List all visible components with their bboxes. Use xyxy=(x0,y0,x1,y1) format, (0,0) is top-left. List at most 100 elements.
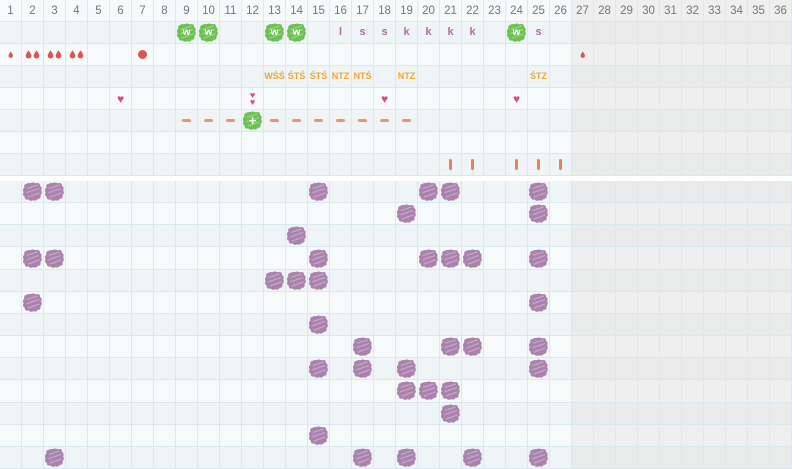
dash-row-cell[interactable] xyxy=(748,110,770,132)
symptom-cell[interactable] xyxy=(550,424,572,447)
symptom-cell[interactable] xyxy=(462,380,484,403)
symptom-cell[interactable] xyxy=(308,446,330,469)
symptom-cell[interactable] xyxy=(770,181,792,204)
peak-row-cell[interactable] xyxy=(220,22,242,44)
symptom-cell[interactable] xyxy=(66,402,88,425)
tick-row-cell[interactable] xyxy=(594,154,616,176)
symptom-cell[interactable] xyxy=(242,380,264,403)
spacer-row-cell[interactable] xyxy=(704,132,726,154)
bleeding-row-cell[interactable] xyxy=(616,44,638,66)
spacer-row-cell[interactable] xyxy=(198,132,220,154)
bleeding-row-cell[interactable] xyxy=(198,44,220,66)
symptom-cell[interactable] xyxy=(440,313,462,337)
symptom-cell[interactable] xyxy=(198,291,220,314)
symptom-cell[interactable] xyxy=(66,203,88,226)
symptom-cell[interactable] xyxy=(0,181,22,204)
symptom-cell[interactable] xyxy=(440,203,462,226)
symptom-cell[interactable] xyxy=(660,424,682,447)
symptom-cell[interactable] xyxy=(0,291,22,314)
bleeding-row-cell[interactable] xyxy=(242,44,264,66)
symptom-cell[interactable] xyxy=(594,247,616,270)
symptom-cell[interactable] xyxy=(704,313,726,337)
dash-row-cell[interactable] xyxy=(770,110,792,132)
symptom-cell[interactable] xyxy=(550,269,572,292)
spacer-row-cell[interactable] xyxy=(22,132,44,154)
observation-row-cell[interactable] xyxy=(110,66,132,88)
symptom-cell[interactable] xyxy=(66,358,88,381)
heart-row-cell[interactable] xyxy=(132,88,154,110)
symptom-cell[interactable] xyxy=(528,380,550,403)
tick-row-cell[interactable] xyxy=(352,154,374,176)
observation-row-cell[interactable] xyxy=(572,66,594,88)
tick-row-cell[interactable] xyxy=(396,154,418,176)
symptom-cell[interactable] xyxy=(638,291,660,314)
symptom-cell[interactable] xyxy=(748,336,770,359)
symptom-cell[interactable] xyxy=(748,380,770,403)
symptom-cell[interactable] xyxy=(506,380,528,403)
symptom-cell[interactable] xyxy=(616,291,638,314)
symptom-cell[interactable] xyxy=(176,181,198,204)
symptom-cell[interactable] xyxy=(726,291,748,314)
symptom-cell[interactable] xyxy=(594,203,616,226)
symptom-cell[interactable] xyxy=(506,203,528,226)
symptom-cell[interactable] xyxy=(220,291,242,314)
spacer-row-cell[interactable] xyxy=(770,132,792,154)
symptom-cell[interactable] xyxy=(572,247,594,270)
observation-row-cell[interactable]: NTZ xyxy=(330,66,352,88)
symptom-cell[interactable] xyxy=(132,358,154,381)
symptom-cell[interactable] xyxy=(704,446,726,469)
tick-row-cell[interactable] xyxy=(198,154,220,176)
bleeding-row-cell[interactable] xyxy=(352,44,374,66)
symptom-cell[interactable] xyxy=(220,336,242,359)
observation-row-cell[interactable]: NTŚ xyxy=(352,66,374,88)
symptom-cell[interactable] xyxy=(286,291,308,314)
tick-row-cell[interactable] xyxy=(726,154,748,176)
symptom-cell[interactable] xyxy=(770,203,792,226)
peak-row-cell[interactable]: k xyxy=(440,22,462,44)
symptom-cell[interactable] xyxy=(22,358,44,381)
symptom-cell[interactable] xyxy=(286,247,308,270)
symptom-cell[interactable] xyxy=(352,269,374,292)
heart-row-cell[interactable] xyxy=(572,88,594,110)
symptom-cell[interactable] xyxy=(352,336,374,359)
observation-row-cell[interactable] xyxy=(66,66,88,88)
symptom-cell[interactable] xyxy=(440,225,462,248)
symptom-cell[interactable] xyxy=(66,446,88,469)
symptom-cell[interactable] xyxy=(242,424,264,447)
symptom-cell[interactable] xyxy=(682,225,704,248)
symptom-cell[interactable] xyxy=(176,402,198,425)
symptom-cell[interactable] xyxy=(660,203,682,226)
observation-row-cell[interactable] xyxy=(682,66,704,88)
spacer-row-cell[interactable] xyxy=(748,132,770,154)
symptom-cell[interactable] xyxy=(374,446,396,469)
symptom-cell[interactable] xyxy=(440,380,462,403)
symptom-cell[interactable] xyxy=(616,181,638,204)
symptom-cell[interactable] xyxy=(594,446,616,469)
symptom-cell[interactable] xyxy=(660,358,682,381)
symptom-cell[interactable] xyxy=(770,358,792,381)
tick-row-cell[interactable] xyxy=(638,154,660,176)
dash-row-cell[interactable] xyxy=(198,110,220,132)
bleeding-row-cell[interactable] xyxy=(330,44,352,66)
symptom-cell[interactable] xyxy=(220,313,242,337)
peak-row-cell[interactable] xyxy=(308,22,330,44)
heart-row-cell[interactable] xyxy=(704,88,726,110)
spacer-row-cell[interactable] xyxy=(66,132,88,154)
symptom-cell[interactable] xyxy=(682,380,704,403)
peak-row-cell[interactable]: s xyxy=(374,22,396,44)
spacer-row-cell[interactable] xyxy=(176,132,198,154)
symptom-cell[interactable] xyxy=(374,247,396,270)
symptom-cell[interactable] xyxy=(66,380,88,403)
peak-row-cell[interactable] xyxy=(550,22,572,44)
bleeding-row-cell[interactable] xyxy=(396,44,418,66)
peak-row-cell[interactable]: w xyxy=(176,22,198,44)
symptom-cell[interactable] xyxy=(682,446,704,469)
spacer-row-cell[interactable] xyxy=(418,132,440,154)
symptom-cell[interactable] xyxy=(374,402,396,425)
spacer-row-cell[interactable] xyxy=(528,132,550,154)
bleeding-row-cell[interactable] xyxy=(462,44,484,66)
symptom-cell[interactable] xyxy=(418,424,440,447)
symptom-cell[interactable] xyxy=(154,269,176,292)
symptom-cell[interactable] xyxy=(770,313,792,337)
symptom-cell[interactable] xyxy=(550,313,572,337)
